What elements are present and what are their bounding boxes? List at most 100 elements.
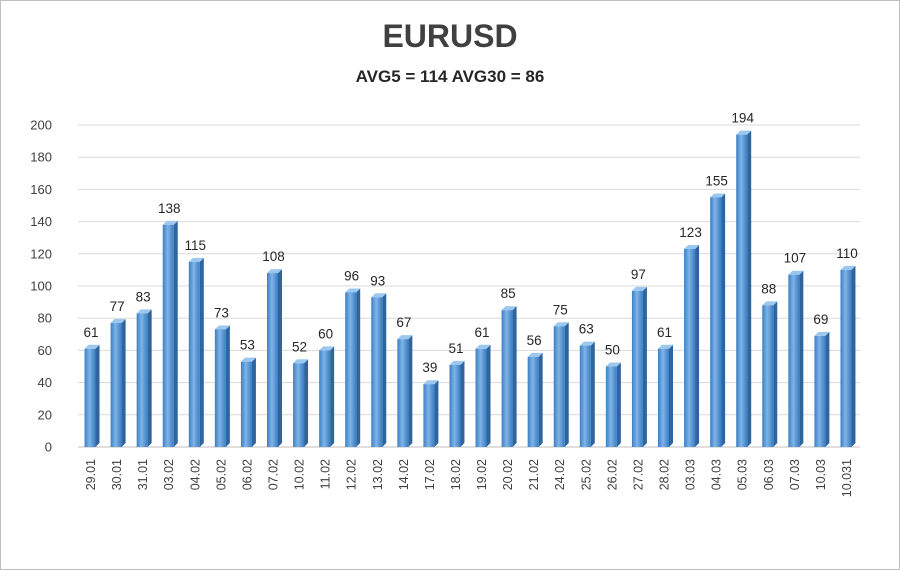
y-tick-label: 180	[30, 150, 52, 165]
x-tick-label: 03.03	[684, 459, 698, 490]
bar-side	[747, 130, 752, 447]
x-tick-label: 28.02	[658, 459, 672, 490]
bar-side	[590, 341, 595, 447]
bar-top	[423, 380, 439, 385]
bar-front	[762, 305, 774, 447]
x-tick-label: 27.02	[631, 459, 645, 490]
data-label: 93	[370, 273, 385, 288]
bar-front	[527, 356, 539, 447]
bar-top	[631, 286, 647, 291]
bar-side	[460, 360, 465, 447]
bar-top	[579, 341, 595, 346]
bar	[553, 322, 569, 447]
bar	[788, 270, 804, 447]
data-label: 138	[158, 201, 181, 216]
x-tick-label: 29.01	[84, 459, 98, 490]
bar-front	[579, 345, 591, 447]
bar-top	[684, 244, 700, 249]
x-tick-label: 30.01	[110, 459, 124, 490]
data-label: 63	[579, 322, 594, 337]
x-tick-label: 13.02	[371, 459, 385, 490]
bar	[136, 309, 152, 447]
bar	[605, 362, 621, 447]
bar-side	[304, 359, 309, 447]
data-label: 110	[836, 246, 858, 261]
x-tick-label: 06.03	[762, 459, 776, 490]
bar-top	[788, 270, 804, 275]
bar-side	[669, 344, 673, 447]
x-tick-label: 07.03	[788, 459, 802, 490]
bar-side	[773, 301, 778, 447]
data-label: 69	[813, 312, 828, 327]
bar	[579, 341, 595, 447]
data-label: 52	[292, 339, 307, 354]
data-labels: 61 77 83 138 115 73 53 108 52 60 96 93 67 39 51 61 85 56 7…	[84, 111, 858, 376]
x-tick-label: 24.02	[553, 459, 567, 490]
bar-top	[162, 220, 178, 225]
data-label: 56	[527, 333, 542, 348]
bar-front	[449, 364, 461, 447]
bar	[162, 220, 178, 447]
bar	[710, 193, 726, 447]
x-tick-label: 17.02	[423, 459, 437, 490]
bar-top	[658, 344, 673, 349]
x-axis: 29.01 30.01 31.01 03.02 04.02 05.02 06.02 07.02…	[84, 459, 854, 497]
x-tick-label: 05.02	[214, 459, 228, 490]
y-tick-label: 40	[38, 375, 52, 390]
bar-top	[397, 335, 413, 340]
bar-side	[95, 344, 100, 447]
y-tick-label: 200	[30, 118, 52, 133]
bar-front	[710, 197, 722, 447]
bar-top	[501, 306, 517, 311]
y-axis: 0 20 40 60 80 100 120 140 160 180 200	[30, 118, 52, 455]
x-tick-label: 04.02	[188, 459, 202, 490]
data-label: 85	[501, 286, 516, 301]
bar	[397, 335, 413, 447]
x-tick-label: 18.02	[449, 459, 463, 490]
bar-front	[658, 348, 669, 447]
bar	[631, 286, 647, 447]
bar-side	[225, 325, 230, 447]
data-label: 96	[344, 268, 359, 283]
bar	[319, 346, 335, 447]
data-label: 61	[84, 325, 99, 340]
data-label: 50	[605, 343, 620, 358]
bar-front	[214, 329, 226, 447]
bar-top	[188, 257, 204, 262]
x-tick-label: 06.02	[240, 459, 254, 490]
bar-front	[423, 384, 435, 447]
bar	[188, 257, 204, 447]
y-tick-label: 60	[38, 343, 52, 358]
data-label: 75	[553, 302, 568, 317]
y-tick-label: 140	[30, 214, 52, 229]
bar-top	[762, 301, 778, 306]
bar-front	[162, 224, 174, 447]
bar-top	[840, 265, 856, 270]
x-tick-label: 26.02	[605, 459, 619, 490]
bar-side	[278, 269, 282, 447]
data-label: 67	[396, 315, 411, 330]
bar-side	[121, 319, 126, 447]
bar	[214, 325, 230, 447]
x-tick-label: 20.02	[501, 459, 515, 490]
y-tick-label: 20	[38, 407, 52, 422]
x-tick-label: 03.02	[162, 459, 176, 490]
bar-front	[293, 363, 305, 447]
bar-front	[840, 269, 852, 447]
x-tick-label: 21.02	[527, 459, 541, 490]
bar-front	[631, 290, 643, 447]
x-tick-label: 04.03	[710, 459, 724, 490]
bar-top	[371, 293, 387, 298]
chart-title: EURUSD	[382, 18, 518, 54]
bar-front	[501, 310, 513, 447]
bar	[110, 319, 126, 447]
bar-side	[199, 257, 204, 447]
bar	[684, 244, 700, 447]
bar-front	[814, 335, 826, 447]
data-label: 88	[761, 281, 776, 296]
data-label: 73	[214, 305, 229, 320]
bar-side	[356, 288, 361, 447]
bar	[240, 357, 256, 447]
bar-side	[251, 357, 256, 447]
bar-front	[684, 248, 696, 447]
